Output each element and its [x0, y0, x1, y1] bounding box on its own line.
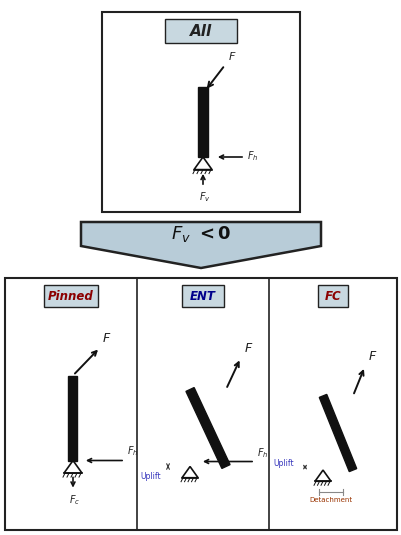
Text: Pinned: Pinned	[48, 289, 94, 302]
Text: ENT: ENT	[190, 289, 215, 302]
Text: FC: FC	[324, 289, 340, 302]
Text: $F$: $F$	[102, 332, 111, 345]
Text: Uplift: Uplift	[140, 471, 160, 480]
FancyBboxPatch shape	[182, 285, 223, 307]
Text: Uplift: Uplift	[272, 459, 293, 468]
Polygon shape	[81, 222, 320, 268]
Text: $F$: $F$	[227, 50, 236, 62]
Bar	[102, 12, 299, 212]
Text: $\mathbf{\mathit{F_v}}$ $\mathbf{< 0}$: $\mathbf{\mathit{F_v}}$ $\mathbf{< 0}$	[170, 224, 231, 244]
Text: All: All	[189, 24, 212, 39]
Text: $F_v$: $F_v$	[198, 190, 210, 204]
FancyBboxPatch shape	[317, 285, 347, 307]
Text: $F_c$: $F_c$	[69, 493, 81, 507]
Bar	[186, 387, 229, 469]
Bar	[68, 376, 77, 461]
Bar	[5, 278, 396, 530]
Bar	[198, 87, 207, 157]
Text: $F_h$: $F_h$	[256, 446, 268, 460]
Text: $F_h$: $F_h$	[127, 445, 138, 458]
Text: $F$: $F$	[367, 350, 377, 363]
Bar	[318, 394, 356, 471]
FancyBboxPatch shape	[44, 285, 98, 307]
Text: $F$: $F$	[243, 342, 253, 355]
FancyBboxPatch shape	[164, 19, 237, 43]
Text: $F_h$: $F_h$	[246, 149, 258, 163]
Text: Detachment: Detachment	[309, 497, 352, 503]
